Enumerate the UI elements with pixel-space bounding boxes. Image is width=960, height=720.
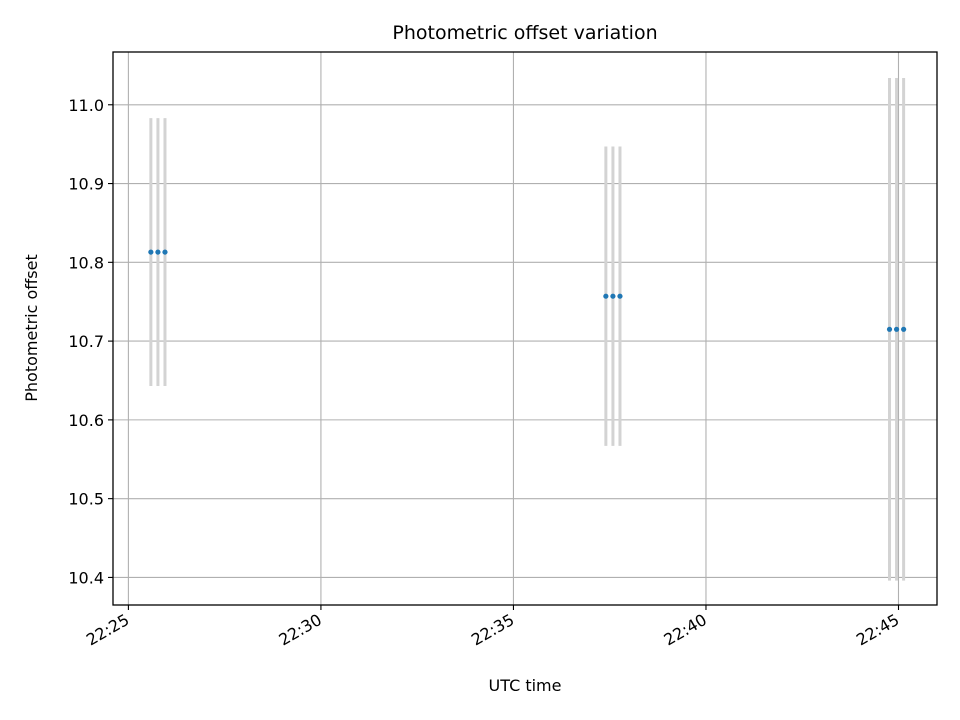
x-axis: 22:25 22:30 22:35 22:40 22:45 bbox=[83, 605, 902, 650]
data-point bbox=[617, 293, 623, 299]
data-point bbox=[610, 293, 616, 299]
grid bbox=[113, 52, 937, 605]
data-point bbox=[901, 326, 907, 332]
y-tick-label: 10.4 bbox=[68, 568, 104, 587]
data-points bbox=[148, 249, 907, 332]
y-tick-label: 11.0 bbox=[68, 96, 104, 115]
y-tick-label: 10.9 bbox=[68, 175, 104, 194]
y-axis: 10.4 10.5 10.6 10.7 10.8 10.9 11.0 bbox=[68, 96, 113, 587]
y-tick-label: 10.5 bbox=[68, 490, 104, 509]
errorbars bbox=[149, 77, 906, 581]
chart-title: Photometric offset variation bbox=[392, 22, 657, 44]
x-tick-label: 22:45 bbox=[853, 610, 902, 650]
plot-frame bbox=[112, 51, 938, 606]
y-tick-label: 10.6 bbox=[68, 411, 104, 430]
data-point bbox=[603, 293, 609, 299]
x-tick-label: 22:40 bbox=[661, 610, 710, 650]
x-tick-label: 22:35 bbox=[468, 610, 517, 650]
x-tick-label: 22:30 bbox=[275, 610, 324, 650]
data-point bbox=[155, 249, 161, 255]
data-point bbox=[162, 249, 168, 255]
y-axis-label: Photometric offset bbox=[22, 254, 41, 402]
data-point bbox=[893, 326, 900, 332]
x-tick-label: 22:25 bbox=[83, 610, 132, 650]
data-point bbox=[886, 326, 893, 332]
data-point bbox=[148, 249, 154, 255]
y-tick-label: 10.8 bbox=[68, 253, 104, 272]
x-axis-label: UTC time bbox=[489, 676, 562, 695]
y-tick-label: 10.7 bbox=[68, 332, 104, 351]
